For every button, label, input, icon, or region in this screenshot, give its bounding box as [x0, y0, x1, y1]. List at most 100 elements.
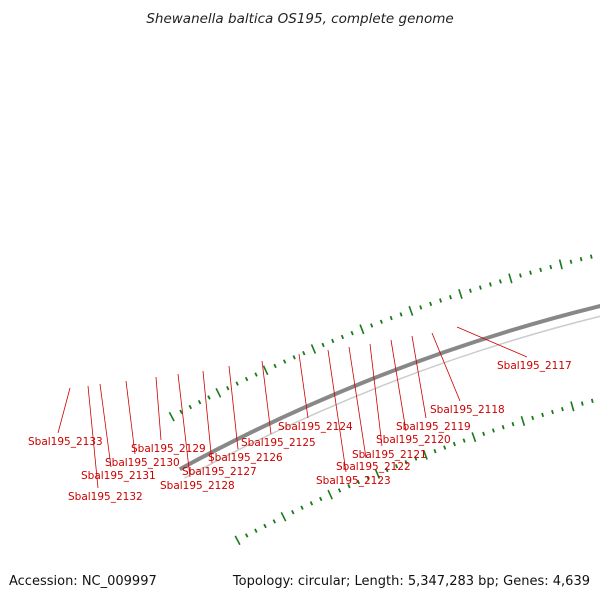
inner-minor-tick: [462, 438, 466, 443]
outer-minor-tick: [379, 319, 383, 324]
outer-minor-tick: [539, 267, 543, 272]
inner-minor-tick: [347, 484, 351, 489]
gene-label: Sbal195_2131: [81, 470, 156, 482]
outer-minor-tick: [569, 259, 573, 264]
outer-minor-tick: [498, 279, 502, 284]
outer-major-tick: [310, 344, 317, 354]
outer-major-tick: [262, 365, 269, 376]
outer-minor-tick: [331, 338, 335, 344]
outer-minor-tick: [549, 264, 553, 270]
inner-minor-tick: [551, 409, 554, 415]
label-leader-line: [261, 360, 272, 435]
inner-minor-tick: [491, 428, 495, 433]
map-title: Shewanella baltica OS195, complete genom…: [146, 11, 453, 27]
gene-label: Sbal195_2121: [352, 449, 427, 461]
outer-minor-tick: [244, 376, 249, 382]
gene-label: Sbal195_2118: [430, 404, 505, 416]
outer-minor-tick: [519, 273, 522, 278]
inner-major-tick: [280, 511, 287, 522]
outer-minor-tick: [321, 342, 325, 348]
label-leader-line: [87, 385, 99, 489]
label-leader-line: [228, 365, 239, 450]
label-leader-line: [57, 387, 71, 434]
outer-minor-tick: [449, 295, 452, 300]
inner-minor-tick: [452, 441, 456, 447]
label-leader-line: [456, 326, 528, 358]
inner-minor-tick: [561, 406, 564, 412]
inner-minor-tick: [580, 401, 584, 406]
inner-minor-tick: [394, 463, 399, 469]
gene-label-group: Sbal195_2117Sbal195_2118Sbal195_2119Sbal…: [28, 360, 572, 503]
topology-summary-text: Topology: circular; Length: 5,347,283 bp…: [232, 574, 590, 589]
outer-minor-tick: [350, 330, 354, 336]
inner-minor-tick: [531, 415, 535, 421]
outer-major-tick: [558, 259, 563, 270]
inner-minor-tick: [309, 501, 314, 506]
inner-major-tick: [471, 432, 477, 443]
inner-minor-tick: [541, 412, 545, 418]
gene-label: Sbal195_2126: [208, 452, 283, 464]
gene-label: Sbal195_2125: [241, 437, 316, 449]
inner-minor-tick: [244, 533, 249, 538]
outer-minor-tick: [579, 256, 583, 262]
outer-minor-tick: [302, 350, 306, 356]
backbone-inner-arc: [184, 315, 600, 479]
outer-minor-tick: [273, 363, 277, 369]
outer-minor-tick: [282, 359, 287, 364]
inner-tick-ring: [234, 398, 594, 546]
label-leader-line: [125, 380, 136, 455]
outer-minor-tick: [389, 315, 393, 321]
label-leader-line: [202, 370, 213, 464]
outer-tick-ring: [168, 254, 593, 422]
inner-minor-tick: [414, 456, 418, 461]
inner-minor-tick: [263, 523, 267, 529]
outer-minor-tick: [235, 381, 239, 386]
outer-minor-tick: [589, 254, 593, 259]
outer-major-tick: [359, 324, 365, 335]
label-leader-line: [431, 332, 461, 402]
inner-minor-tick: [291, 509, 295, 515]
outer-minor-tick: [292, 355, 296, 360]
outer-major-tick: [215, 387, 222, 398]
gene-label: Sbal195_2127: [182, 466, 257, 478]
outer-minor-tick: [429, 301, 433, 307]
gene-label: Sbal195_2129: [131, 443, 206, 455]
inner-minor-tick: [404, 460, 408, 465]
inner-minor-tick: [501, 425, 505, 430]
label-leader-line: [99, 383, 112, 468]
accession-text: Accession: NC_009997: [9, 574, 157, 589]
outer-minor-tick: [478, 285, 482, 290]
inner-major-tick: [374, 469, 381, 479]
label-leader-line: [390, 339, 407, 432]
outer-minor-tick: [207, 395, 211, 400]
inner-major-tick: [520, 415, 526, 426]
inner-major-tick: [422, 449, 428, 460]
inner-major-tick: [327, 489, 333, 500]
gene-label: Sbal195_2122: [336, 461, 411, 473]
inner-minor-tick: [337, 488, 342, 493]
label-leader-line: [298, 353, 309, 419]
outer-minor-tick: [439, 298, 443, 303]
label-leader-line: [327, 349, 347, 473]
label-leader-line: [348, 346, 367, 459]
gene-label: Sbal195_2132: [68, 491, 143, 503]
inner-minor-tick: [254, 528, 258, 533]
outer-major-tick: [458, 288, 463, 299]
outer-major-tick: [168, 411, 175, 422]
inner-minor-tick: [356, 479, 361, 485]
outer-major-tick: [508, 273, 513, 284]
label-leader-line: [411, 335, 427, 419]
gene-label: Sbal195_2120: [376, 434, 451, 446]
outer-minor-tick: [179, 409, 183, 415]
label-leader-line: [177, 373, 191, 478]
gene-label: Sbal195_2119: [396, 421, 471, 433]
inner-minor-tick: [590, 398, 594, 404]
outer-minor-tick: [188, 404, 193, 410]
inner-minor-tick: [433, 448, 437, 454]
inner-minor-tick: [272, 519, 277, 524]
outer-minor-tick: [419, 305, 423, 310]
outer-minor-tick: [254, 372, 258, 377]
outer-minor-tick: [399, 312, 403, 317]
outer-minor-tick: [340, 334, 345, 340]
